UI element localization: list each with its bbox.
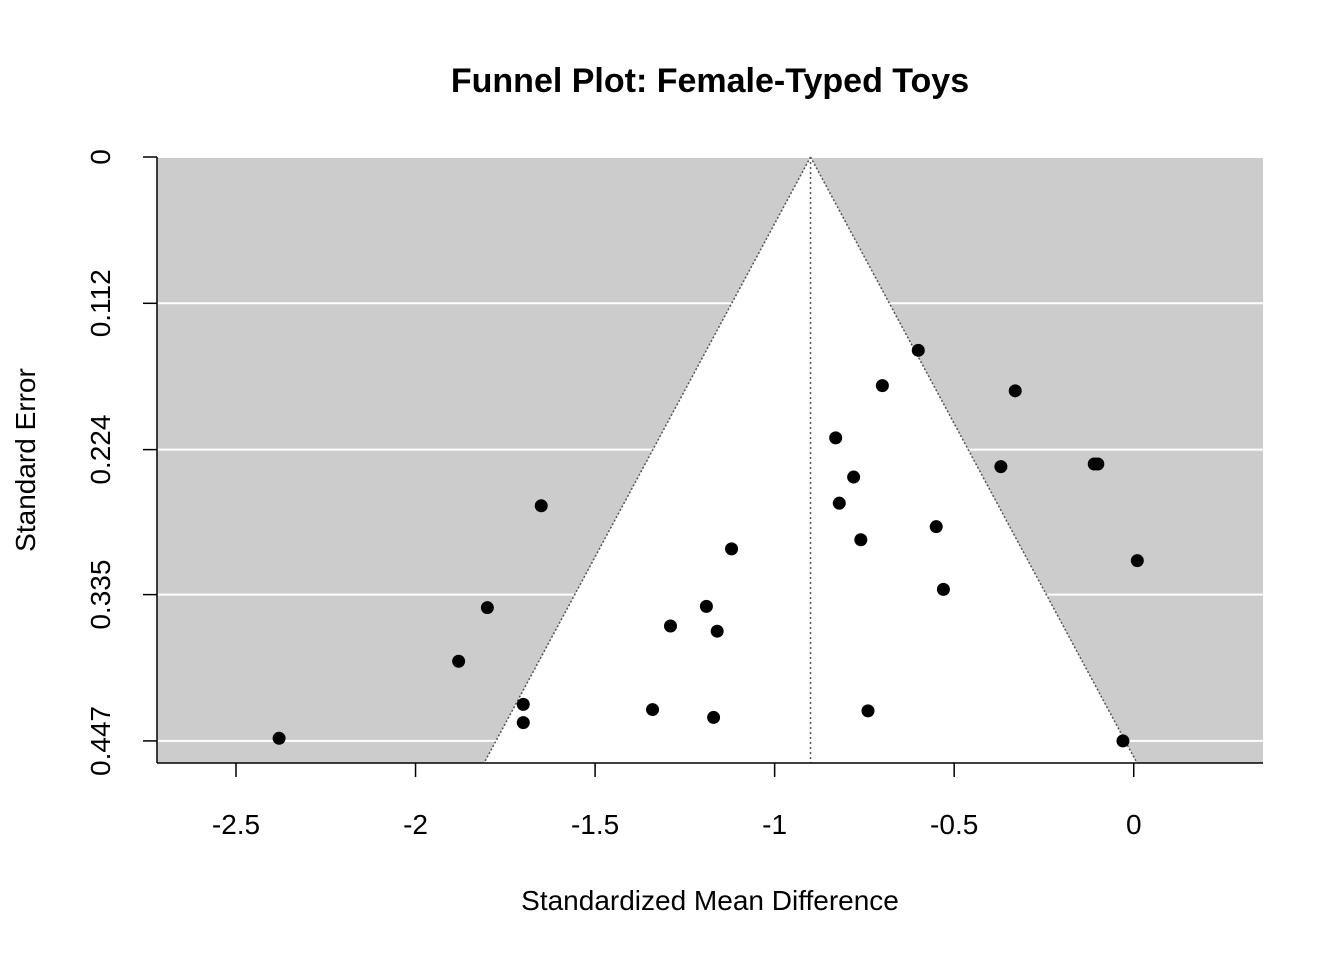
data-point — [707, 710, 721, 724]
data-point — [936, 582, 950, 596]
data-point — [664, 619, 677, 633]
data-point — [994, 460, 1008, 474]
y-tick-label: 0.112 — [85, 269, 116, 337]
data-point — [452, 654, 466, 668]
x-tick-label: -1 — [762, 809, 787, 840]
funnel-left-boundary — [483, 156, 812, 764]
y-tick-label: 0.335 — [85, 560, 116, 630]
data-point — [516, 716, 530, 730]
data-point — [699, 599, 713, 613]
data-point — [929, 520, 943, 534]
x-tick-label: 0 — [1126, 809, 1142, 840]
data-point — [847, 470, 861, 484]
x-tick-label: -1.5 — [571, 809, 619, 840]
y-tick-label: 0 — [85, 149, 116, 165]
data-point — [725, 542, 739, 556]
data-point — [710, 624, 724, 638]
funnel-regions — [157, 157, 1263, 763]
data-point — [1130, 554, 1144, 568]
data-point — [861, 704, 875, 718]
x-axis-label: Standardized Mean Difference — [521, 885, 899, 916]
funnel-lines — [483, 156, 1138, 764]
chart-title: Funnel Plot: Female-Typed Toys — [451, 62, 969, 100]
funnel-inside-region — [484, 157, 1138, 763]
y-axis-label: Standard Error — [10, 368, 41, 552]
funnel-right-boundary — [809, 156, 1138, 764]
data-point — [911, 343, 925, 357]
data-point — [875, 379, 889, 393]
x-tick-label: -2.5 — [212, 809, 260, 840]
x-tick-label: -2 — [403, 809, 428, 840]
data-point — [516, 697, 530, 711]
data-point — [829, 431, 843, 445]
data-point — [272, 731, 286, 745]
data-point — [1116, 734, 1130, 748]
axes: 0 0.112 0.224 0.335 0.447 -2.5 -2 -1.5 -1 -0.5 0 — [85, 149, 1263, 840]
y-tick-label: 0.224 — [85, 415, 116, 485]
y-tick-label: 0.447 — [85, 706, 116, 776]
gridlines — [157, 156, 1263, 742]
data-point — [832, 496, 846, 510]
data-point — [534, 499, 548, 513]
data-point — [1091, 457, 1105, 471]
data-point — [480, 601, 494, 615]
data-point — [1008, 384, 1022, 398]
data-point — [646, 703, 660, 717]
x-tick-label: -0.5 — [930, 809, 978, 840]
data-points — [272, 343, 1144, 748]
data-point — [854, 533, 868, 547]
